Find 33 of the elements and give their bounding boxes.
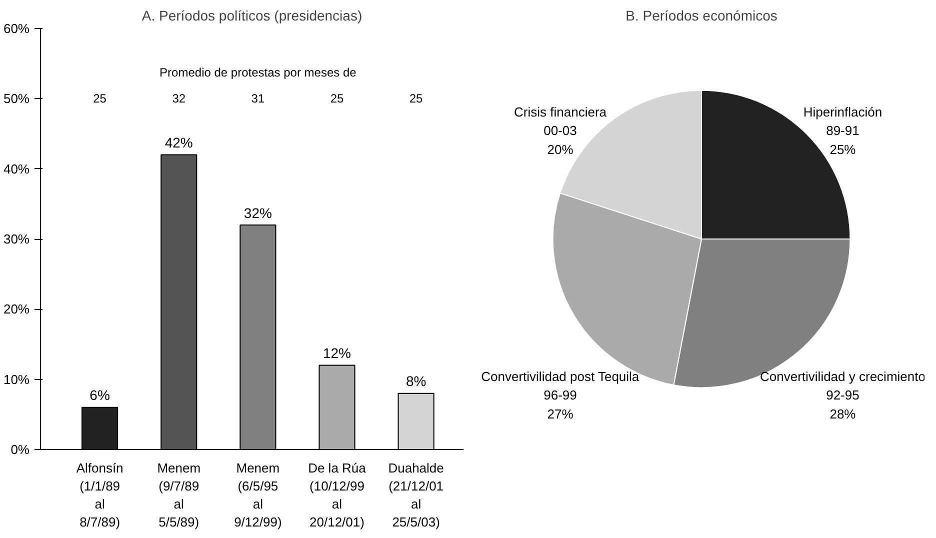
annotation: 31	[251, 91, 265, 106]
annotation: 25	[93, 91, 107, 106]
x-tick-label: Menem (9/7/89 al 5/5/89)	[157, 460, 201, 530]
data-label: 28%	[830, 406, 856, 422]
y-tick-label: 20%	[3, 302, 30, 317]
slice-label: Hiperinflación 89-91	[803, 104, 882, 138]
data-label: 42%	[164, 134, 193, 151]
y-tick-label: 10%	[3, 372, 30, 387]
annotation: 32	[172, 91, 186, 106]
annotation: 25	[409, 91, 424, 106]
y-tick-label: 50%	[3, 91, 30, 106]
slice-label: Convertivilidad post Tequila 96-99	[481, 368, 640, 403]
y-tick-label: 0%	[10, 442, 30, 457]
y-tick-label: 60%	[3, 21, 30, 36]
data-label: 6%	[90, 387, 110, 404]
x-tick-label: De la Rúa (10/12/99 al 20/12/01)	[308, 460, 367, 530]
chart-title: A. Períodos políticos (presidencias)	[142, 8, 362, 24]
data-label: 27%	[547, 406, 574, 422]
chart-title: B. Períodos económicos	[626, 8, 778, 24]
annotation: 25	[330, 91, 344, 106]
x-tick-label: Menem (6/5/95 al 9/12/99)	[234, 460, 282, 530]
y-tick-label: 30%	[3, 232, 30, 246]
x-tick-label: Duahalde (21/12/01 al 25/5/03)	[388, 460, 444, 530]
x-tick-label: Alfonsín (1/1/89 al 8/7/89)	[76, 460, 124, 530]
data-label: 12%	[322, 345, 352, 362]
slice-label: Crisis financiera 00-03	[514, 104, 608, 138]
annotation: Promedio de protestas por meses de	[160, 66, 357, 80]
data-label: 25%	[830, 142, 856, 157]
slice-label: Convertivilidad y crecimiento 92-95	[760, 368, 926, 403]
data-label: 32%	[244, 204, 272, 221]
y-tick-label: 40%	[3, 161, 30, 176]
data-label: 20%	[547, 142, 574, 157]
data-label: 8%	[406, 373, 426, 390]
